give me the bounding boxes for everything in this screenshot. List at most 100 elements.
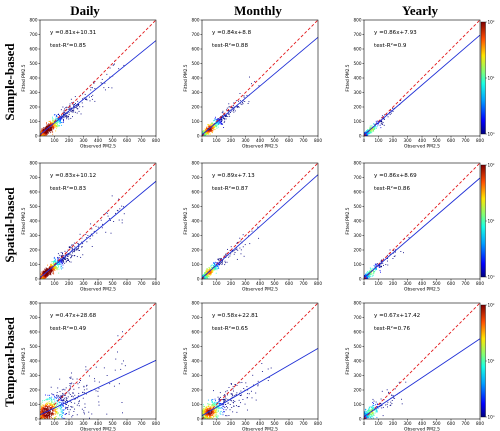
data-point <box>62 253 63 255</box>
data-point <box>228 114 230 116</box>
y-tick-label: 400 <box>354 219 362 224</box>
data-point <box>208 273 210 275</box>
data-point <box>118 68 120 70</box>
data-point <box>117 351 118 353</box>
data-point <box>77 104 79 106</box>
data-point <box>81 98 83 100</box>
data-point <box>53 127 55 129</box>
data-point <box>220 119 222 121</box>
data-point <box>206 128 208 130</box>
data-point <box>202 132 204 133</box>
data-point <box>69 246 71 248</box>
data-point <box>64 257 66 259</box>
data-point <box>230 246 232 248</box>
data-point <box>71 255 72 257</box>
data-point <box>122 331 123 333</box>
data-point <box>94 88 96 90</box>
data-point <box>218 400 220 402</box>
data-point <box>219 399 221 400</box>
data-point <box>91 413 93 415</box>
data-point <box>93 230 95 232</box>
regression-equation: y =0.47x+28.68 <box>50 313 97 319</box>
data-point <box>376 263 377 265</box>
data-point <box>51 272 53 274</box>
data-point <box>373 273 374 275</box>
data-point <box>42 416 44 418</box>
data-point <box>216 265 218 266</box>
data-point <box>67 396 69 398</box>
x-tick-label: 300 <box>80 421 88 426</box>
data-point <box>55 267 57 269</box>
data-point <box>46 415 48 417</box>
y-axis-label: Fitted PM2.5 <box>21 207 27 234</box>
y-tick-label: 400 <box>30 219 38 224</box>
data-point <box>70 257 72 258</box>
data-point <box>243 255 245 257</box>
data-point <box>203 404 204 406</box>
data-point <box>202 415 204 417</box>
data-point <box>214 414 216 416</box>
data-point <box>225 391 227 393</box>
data-point <box>207 270 209 272</box>
data-point <box>42 127 44 129</box>
data-point <box>61 115 63 117</box>
data-point <box>216 415 218 417</box>
data-point <box>213 127 215 129</box>
data-point <box>48 413 50 415</box>
data-point <box>60 120 62 122</box>
data-point <box>212 126 214 128</box>
y-tick-label: 200 <box>30 248 38 253</box>
data-point <box>202 416 204 418</box>
data-point <box>381 266 383 268</box>
data-point <box>48 125 50 127</box>
data-point <box>49 405 50 407</box>
data-point <box>222 110 224 112</box>
data-point <box>64 255 66 257</box>
data-point <box>367 133 369 135</box>
data-point <box>43 406 45 407</box>
data-point <box>48 131 50 132</box>
data-point <box>239 394 241 396</box>
data-point <box>56 392 58 393</box>
data-point <box>224 264 226 266</box>
data-point <box>45 130 47 132</box>
data-point <box>77 243 79 244</box>
data-point <box>211 417 213 419</box>
data-point <box>44 131 45 133</box>
data-point <box>45 415 47 417</box>
data-point <box>72 251 74 253</box>
data-point <box>235 394 237 396</box>
data-point <box>57 253 59 255</box>
data-point <box>216 125 218 127</box>
data-point <box>219 263 220 265</box>
data-point <box>207 277 209 279</box>
data-point <box>224 394 226 396</box>
data-point <box>60 398 62 400</box>
data-point <box>69 103 71 105</box>
data-point <box>214 410 216 412</box>
data-point <box>44 394 46 396</box>
y-tick-label: 400 <box>30 76 38 81</box>
data-point <box>53 407 55 409</box>
data-point <box>48 130 50 132</box>
x-axis-label: Observed PM2.5 <box>242 287 278 293</box>
data-point <box>243 95 245 97</box>
data-point <box>71 111 73 113</box>
data-point <box>393 256 395 257</box>
x-tick-label: 600 <box>123 281 131 286</box>
x-tick-label: 200 <box>65 138 73 143</box>
data-point <box>42 409 44 411</box>
data-point <box>207 274 209 276</box>
data-point <box>81 246 83 248</box>
x-axis-label: Observed PM2.5 <box>80 427 116 431</box>
data-point <box>46 398 48 400</box>
data-point <box>224 120 226 122</box>
data-point <box>69 246 71 248</box>
data-point <box>389 249 391 251</box>
x-tick-label: 0 <box>39 421 42 426</box>
data-point <box>372 275 374 277</box>
data-point <box>95 366 97 368</box>
data-point <box>108 218 110 219</box>
data-point <box>246 94 248 96</box>
data-point <box>228 106 230 108</box>
